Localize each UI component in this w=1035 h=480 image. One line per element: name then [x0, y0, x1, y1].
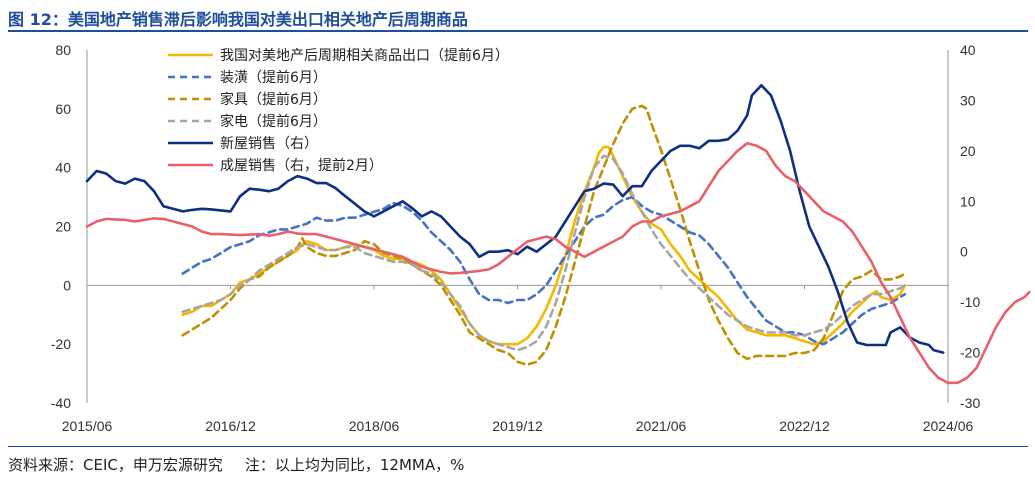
left-axis-tick-label: 20: [55, 219, 71, 235]
right-axis-tick-label: 10: [960, 193, 976, 209]
axes: 80 60 40 20 0 -20 -40 40 30 20 10 0 -10 -20 -30 2015/06…: [51, 42, 981, 434]
right-axis-tick-label: -10: [960, 294, 980, 310]
series-layer: [85, 84, 1031, 385]
left-axis-tick-label: 80: [55, 42, 71, 58]
x-axis-tick-label: 2018/06: [349, 418, 400, 434]
series-line-4: [85, 84, 945, 354]
x-axis-tick-label: 2022/12: [779, 418, 830, 434]
x-axis-tick-label: 2016/12: [205, 418, 256, 434]
right-axis-tick-label: -30: [960, 395, 980, 411]
left-axis-tick-label: 0: [63, 277, 71, 293]
legend-label-3: 家电（提前6月）: [220, 113, 327, 130]
title-divider: [8, 30, 1028, 32]
series-line-5: [85, 142, 1031, 385]
left-axis-tick-label: 60: [55, 101, 71, 117]
left-axis-tick-label: -40: [51, 395, 71, 411]
footer-divider: [8, 446, 1028, 447]
note-text: 注：以上均为同比，12MMA，%: [244, 456, 465, 474]
series-line-1: [181, 195, 907, 346]
series-line-2: [181, 104, 907, 367]
right-axis-tick-label: 30: [960, 92, 976, 108]
right-axis-tick-label: 20: [960, 143, 976, 159]
right-axis-tick-label: 40: [960, 42, 976, 58]
legend-label-1: 装潢（提前6月）: [220, 69, 327, 86]
line-chart: 80 60 40 20 0 -20 -40 40 30 20 10 0 -10 -20 -30 2015/06…: [51, 42, 1031, 434]
x-axis-tick-label: 2019/12: [492, 418, 543, 434]
left-axis-tick-label: -20: [51, 336, 71, 352]
legend: 我国对美地产后周期相关商品出口（提前6月） 装潢（提前6月） 家具（提前6月） 家电（…: [168, 47, 509, 174]
legend-label-2: 家具（提前6月）: [220, 91, 327, 108]
series-line-3: [181, 154, 907, 352]
right-axis-tick-label: -20: [960, 345, 980, 361]
x-axis-tick-label: 2024/06: [923, 418, 974, 434]
source-text: 资料来源：CEIC，申万宏源研究: [8, 456, 223, 474]
source-note: 资料来源：CEIC，申万宏源研究 注：以上均为同比，12MMA，%: [8, 454, 464, 475]
right-axis-tick-label: 0: [960, 244, 968, 260]
legend-label-4: 新屋销售（右）: [220, 136, 318, 152]
chart-title: 图 12：美国地产销售滞后影响我国对美出口相关地产后周期商品: [8, 10, 468, 29]
legend-label-5: 成屋销售（右，提前2月）: [220, 157, 383, 174]
legend-label-0: 我国对美地产后周期相关商品出口（提前6月）: [220, 47, 509, 64]
left-axis-tick-label: 40: [55, 160, 71, 176]
x-axis-tick-label: 2015/06: [62, 418, 113, 434]
x-axis-tick-label: 2021/06: [636, 418, 687, 434]
